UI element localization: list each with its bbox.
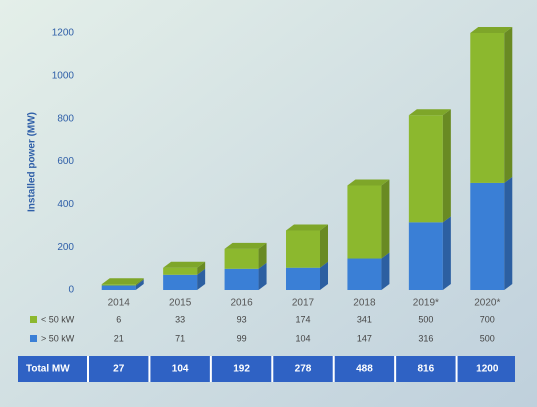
bar-side (504, 27, 513, 183)
x-tick-label: 2015 (169, 298, 192, 309)
bar-top (347, 179, 390, 186)
x-tick-label: 2014 (108, 298, 131, 309)
bar-top (101, 278, 144, 285)
y-tick-label: 1200 (52, 28, 75, 39)
table-value: 104 (295, 333, 310, 343)
table-value: 147 (357, 333, 372, 343)
bar-top (286, 224, 328, 231)
bar-top (163, 261, 206, 268)
bar-side (442, 216, 451, 290)
table-value: 33 (175, 314, 185, 324)
bar-top (470, 27, 513, 33)
bar (286, 267, 320, 290)
bar-top (408, 109, 451, 116)
bar-side (504, 176, 513, 290)
legend-swatch (30, 316, 37, 323)
total-value: 104 (172, 364, 189, 375)
bar (163, 274, 198, 290)
bar-side (320, 261, 328, 290)
y-tick-label: 1000 (52, 70, 75, 81)
total-value: 192 (233, 364, 250, 375)
table-value: 341 (357, 314, 372, 324)
bar (224, 248, 259, 269)
legend-swatch (30, 335, 37, 342)
bar-side (381, 252, 390, 290)
legend-label: < 50 kW (41, 314, 75, 324)
x-tick-label: 2020* (474, 298, 500, 309)
bar (286, 230, 320, 268)
table-value: 99 (237, 333, 247, 343)
table-value: 500 (480, 333, 495, 343)
x-tick-label: 2016 (230, 298, 253, 309)
y-tick-label: 0 (68, 285, 74, 296)
bar (347, 258, 382, 290)
total-value: 488 (356, 364, 373, 375)
bar-side (258, 262, 267, 290)
bar (408, 222, 443, 290)
total-value: 816 (418, 364, 435, 375)
total-row (18, 356, 515, 382)
bar (101, 285, 136, 290)
bar (408, 115, 443, 223)
table-value: 21 (114, 333, 124, 343)
bar (101, 284, 136, 286)
bar-side (381, 179, 390, 259)
bar-side (442, 109, 451, 223)
x-tick-label: 2017 (292, 298, 315, 309)
table-value: 93 (237, 314, 247, 324)
table-value: 700 (480, 314, 495, 324)
bar-side (135, 278, 144, 286)
bar (163, 267, 198, 275)
table-value: 6 (116, 314, 121, 324)
table-value: 71 (175, 333, 185, 343)
bar-top (224, 242, 267, 249)
bar (347, 185, 382, 259)
total-value: 1200 (476, 364, 499, 375)
bar (470, 182, 505, 290)
y-axis-label: Installed power (MW) (27, 112, 38, 212)
bar-side (320, 224, 328, 268)
y-tick-label: 200 (57, 242, 74, 253)
bar-side (258, 242, 267, 269)
table-value: 174 (295, 314, 310, 324)
y-tick-label: 800 (57, 113, 74, 124)
total-value: 27 (113, 364, 125, 375)
x-tick-label: 2019* (413, 298, 439, 309)
bar-side (197, 268, 206, 290)
table-value: 500 (418, 314, 433, 324)
y-tick-label: 400 (57, 199, 74, 210)
y-tick-label: 600 (57, 156, 74, 167)
bar (224, 268, 259, 290)
x-tick-label: 2018 (353, 298, 376, 309)
total-value: 278 (295, 364, 312, 375)
bar-side (135, 279, 144, 290)
total-label: Total MW (26, 364, 70, 375)
legend-label: > 50 kW (41, 333, 75, 343)
table-value: 316 (418, 333, 433, 343)
bar (470, 33, 505, 183)
bar-side (197, 261, 206, 275)
